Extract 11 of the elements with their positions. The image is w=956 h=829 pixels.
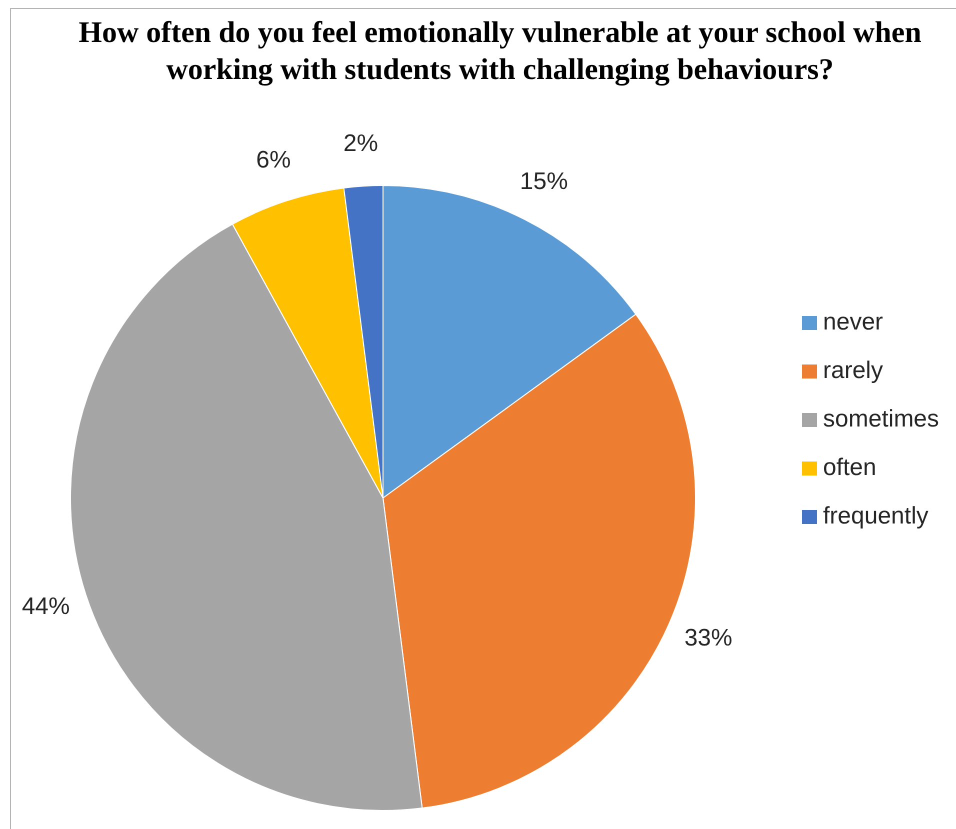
data-label: 15% — [520, 168, 568, 195]
data-label: 6% — [256, 146, 291, 174]
data-label: 33% — [684, 624, 732, 652]
chart-title: How often do you feel emotionally vulnerable at your school when working with students with challenging behaviours? — [78, 15, 922, 88]
data-label: 2% — [343, 130, 378, 157]
data-label: 44% — [22, 593, 70, 620]
legend-label: never — [823, 308, 884, 336]
legend-label: often — [823, 454, 876, 482]
legend-label: sometimes — [823, 406, 940, 433]
legend-label: rarely — [823, 357, 884, 384]
legend-label: frequently — [823, 502, 928, 530]
